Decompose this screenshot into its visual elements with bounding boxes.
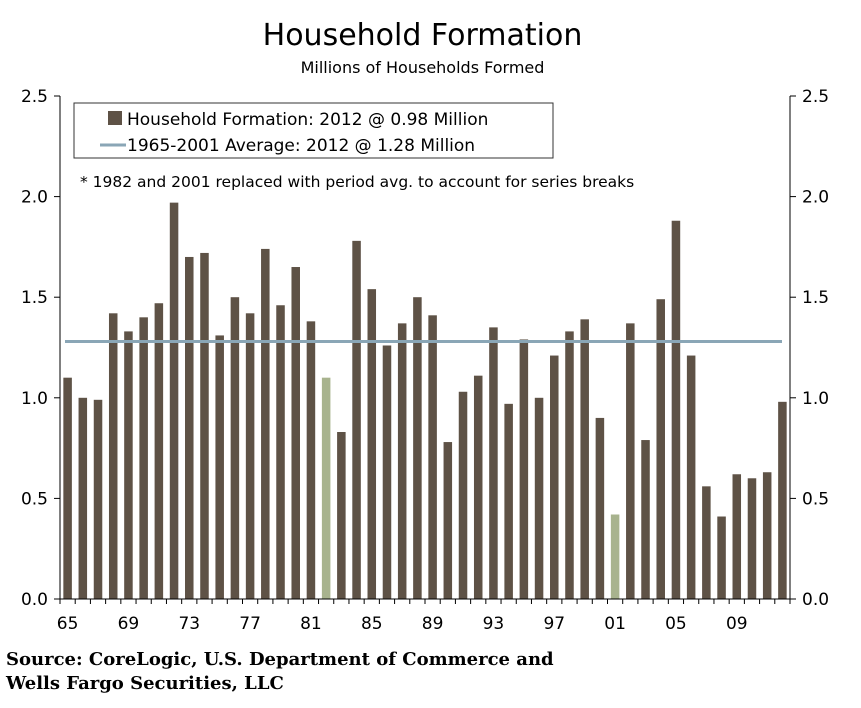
- bar-1990: [443, 442, 453, 599]
- y-tick-label-right: 2.0: [802, 188, 829, 208]
- bar-1989: [428, 315, 437, 599]
- bar-1995: [519, 339, 529, 599]
- bar-2006: [686, 355, 696, 599]
- bar-1994: [504, 403, 513, 599]
- y-tick-label-right: 1.5: [802, 288, 829, 308]
- bar-2012: [778, 401, 787, 599]
- chart-note: * 1982 and 2001 replaced with period avg…: [80, 173, 634, 191]
- bar-1974: [200, 252, 209, 599]
- bar-1966: [78, 397, 88, 599]
- bar-2010: [747, 478, 757, 599]
- legend-label-household-formation: Household Formation: 2012 @ 0.98 Million: [127, 110, 488, 130]
- source-note: Source: CoreLogic, U.S. Department of Co…: [6, 648, 626, 696]
- bar-1996: [534, 397, 544, 599]
- bar-1976: [230, 297, 240, 599]
- y-tick-label-left: 1.5: [21, 288, 48, 308]
- bar-1984: [352, 240, 361, 600]
- legend-label-average: 1965-2001 Average: 2012 @ 1.28 Million: [127, 136, 475, 156]
- x-tick-label: 05: [665, 614, 687, 634]
- y-tick-label-left: 2.5: [21, 87, 48, 107]
- bar-1977: [245, 313, 255, 599]
- y-tick-label-right: 1.0: [802, 389, 829, 409]
- bar-1998: [565, 331, 574, 599]
- x-tick-label: 93: [483, 614, 505, 634]
- chart-title: Household Formation: [262, 18, 583, 53]
- axes: 0.0 0.0 0.5 0.5 1.0 1.0 1.5 1.5 2.0 2.0 2.5 2.5 65 69…: [21, 87, 829, 634]
- bar-2001: [610, 514, 620, 599]
- bar-1992: [473, 375, 483, 599]
- bar-1969: [124, 331, 133, 599]
- bar-1985: [367, 289, 377, 599]
- bar-2007: [702, 486, 711, 599]
- x-tick-label: 89: [422, 614, 444, 634]
- bar-1997: [550, 355, 559, 599]
- y-tick-label-left: 0.0: [21, 590, 48, 610]
- bar-1975: [215, 335, 224, 599]
- source-line-1: Source: CoreLogic, U.S. Department of Co…: [6, 649, 554, 670]
- x-tick-label: 77: [239, 614, 261, 634]
- bar-1980: [291, 267, 300, 599]
- x-tick-label: 09: [726, 614, 748, 634]
- bar-2000: [595, 417, 605, 599]
- x-tick-label: 73: [178, 614, 200, 634]
- legend-box: [73, 102, 554, 159]
- bar-2008: [717, 516, 726, 599]
- bar-1988: [413, 297, 422, 599]
- y-tick-label-left: 0.5: [21, 489, 48, 509]
- bar-2002: [626, 323, 635, 599]
- bar-1971: [154, 303, 164, 599]
- bar-2003: [641, 440, 650, 599]
- x-tick-label: 01: [604, 614, 626, 634]
- y-tick-label-left: 2.0: [21, 188, 48, 208]
- bar-2011: [762, 472, 772, 599]
- bar-1967: [93, 399, 103, 599]
- bar-1991: [458, 391, 468, 599]
- bar-1982: [321, 377, 331, 599]
- y-tick-label-left: 1.0: [21, 389, 48, 409]
- bar-1979: [276, 305, 285, 599]
- bar-1999: [580, 319, 589, 599]
- bar-1970: [139, 317, 148, 599]
- y-tick-label-right: 0.5: [802, 489, 829, 509]
- bar-1965: [63, 377, 72, 599]
- bar-2004: [656, 299, 665, 599]
- bar-series: [63, 202, 787, 600]
- bar-1968: [108, 313, 118, 599]
- bar-1972: [169, 202, 179, 599]
- y-tick-label-right: 2.5: [802, 87, 829, 107]
- bar-1987: [397, 323, 407, 599]
- bar-1973: [185, 256, 194, 599]
- bar-1978: [261, 248, 270, 599]
- legend-swatch-household-formation: [108, 111, 122, 125]
- bar-1986: [382, 345, 392, 599]
- bar-1993: [489, 327, 498, 599]
- bar-1983: [337, 432, 346, 599]
- x-tick-label: 69: [118, 614, 140, 634]
- x-tick-label: 85: [361, 614, 383, 634]
- bar-2009: [732, 474, 742, 599]
- x-tick-label: 97: [543, 614, 565, 634]
- source-line-2: Wells Fargo Securities, LLC: [6, 673, 284, 694]
- bar-1981: [306, 321, 316, 599]
- x-tick-label: 65: [57, 614, 79, 634]
- x-tick-label: 81: [300, 614, 322, 634]
- y-tick-label-right: 0.0: [802, 590, 829, 610]
- bar-2005: [671, 220, 681, 600]
- chart-subtitle: Millions of Households Formed: [300, 58, 545, 77]
